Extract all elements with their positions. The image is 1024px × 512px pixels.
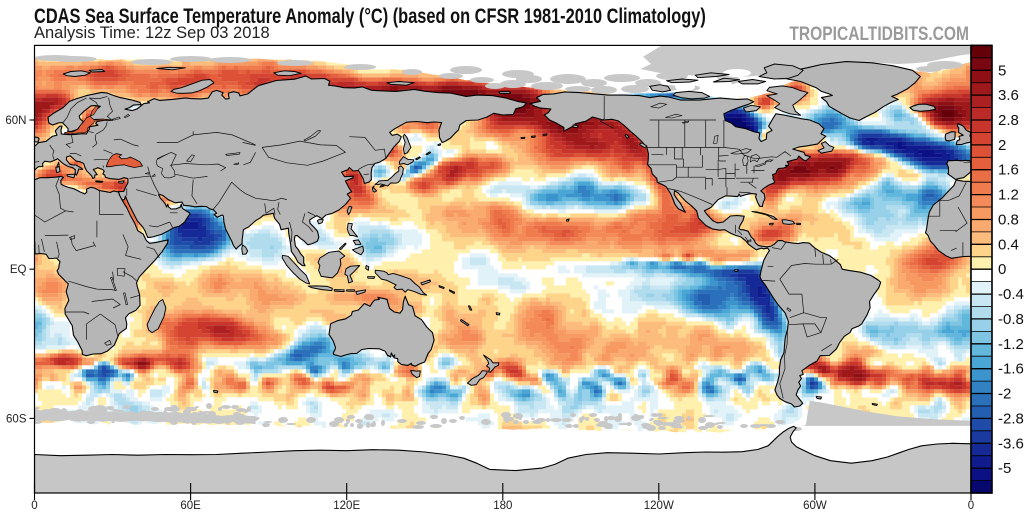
svg-text:-0.8: -0.8 (998, 311, 1024, 328)
svg-text:-2.8: -2.8 (998, 410, 1024, 427)
svg-text:CDAS Sea Surface Temperature A: CDAS Sea Surface Temperature Anomaly (°C… (34, 4, 706, 27)
svg-text:-3.6: -3.6 (998, 435, 1024, 452)
svg-text:3.6: 3.6 (998, 87, 1019, 104)
svg-text:60W: 60W (803, 500, 827, 512)
svg-text:1.6: 1.6 (998, 162, 1019, 179)
svg-text:0: 0 (998, 261, 1006, 278)
svg-text:60E: 60E (180, 500, 201, 512)
svg-text:60S: 60S (6, 413, 27, 425)
svg-text:Analysis Time: 12z Sep 03 2018: Analysis Time: 12z Sep 03 2018 (34, 24, 270, 42)
svg-text:-1.2: -1.2 (998, 336, 1024, 353)
svg-text:2.8: 2.8 (998, 112, 1019, 129)
svg-text:2: 2 (998, 137, 1006, 154)
svg-text:TROPICALTIDBITS.COM: TROPICALTIDBITS.COM (789, 23, 969, 45)
svg-text:0: 0 (968, 500, 974, 512)
svg-text:60N: 60N (5, 115, 26, 127)
svg-text:0: 0 (31, 500, 37, 512)
svg-text:1.2: 1.2 (998, 187, 1019, 204)
svg-text:-0.4: -0.4 (998, 286, 1024, 303)
svg-text:-1.6: -1.6 (998, 361, 1024, 378)
svg-text:EQ: EQ (10, 264, 27, 276)
svg-text:120W: 120W (644, 500, 674, 512)
svg-text:120E: 120E (333, 500, 360, 512)
svg-text:0.8: 0.8 (998, 212, 1019, 229)
svg-text:-5: -5 (998, 460, 1011, 477)
svg-text:-2: -2 (998, 386, 1011, 403)
svg-text:0.4: 0.4 (998, 236, 1019, 253)
svg-text:180: 180 (493, 500, 512, 512)
svg-text:5: 5 (998, 62, 1006, 79)
